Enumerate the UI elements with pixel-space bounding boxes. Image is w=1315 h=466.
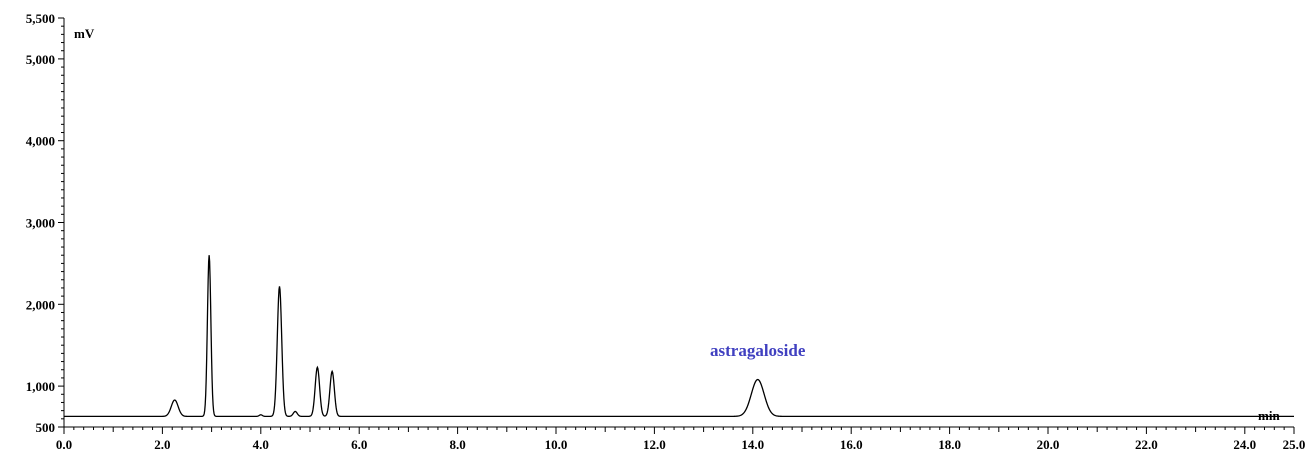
- x-tick-label: 25.0: [1283, 437, 1306, 452]
- x-tick-label: 24.0: [1233, 437, 1256, 452]
- y-tick-label: 4,000: [26, 134, 55, 149]
- peak-annotation: astragaloside: [710, 341, 806, 360]
- y-tick-label: 5,500: [26, 11, 55, 26]
- x-tick-label: 2.0: [154, 437, 170, 452]
- x-tick-label: 4.0: [253, 437, 269, 452]
- y-tick-label: 3,000: [26, 216, 55, 231]
- y-tick-label: 5,000: [26, 52, 55, 67]
- x-tick-label: 12.0: [643, 437, 666, 452]
- ticks: 0.0 2.0 4.0 6.0 8.0 10.0 12.0 14.0 16.0 18.0 20.0 2…: [26, 11, 1306, 452]
- x-tick-label: 22.0: [1135, 437, 1158, 452]
- x-tick-label: 10.0: [545, 437, 568, 452]
- x-axis-unit-label: min: [1258, 408, 1280, 423]
- x-tick-label: 16.0: [840, 437, 863, 452]
- axes: [63, 18, 1294, 428]
- y-tick-label: 500: [36, 420, 56, 435]
- x-tick-label: 0.0: [56, 437, 72, 452]
- x-tick-label: 14.0: [741, 437, 764, 452]
- x-tick-label: 8.0: [449, 437, 465, 452]
- y-axis-unit-label: mV: [74, 26, 95, 41]
- y-tick-label: 1,000: [26, 379, 55, 394]
- x-tick-label: 20.0: [1037, 437, 1060, 452]
- y-tick-label: 2,000: [26, 297, 55, 312]
- annotations: astragaloside: [710, 341, 806, 360]
- x-tick-label: 18.0: [938, 437, 961, 452]
- x-tick-label: 6.0: [351, 437, 367, 452]
- chromatogram-trace: [64, 255, 1294, 418]
